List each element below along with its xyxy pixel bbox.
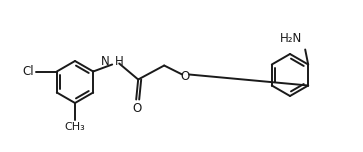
Text: N: N	[101, 55, 109, 68]
Text: CH₃: CH₃	[65, 122, 85, 132]
Text: O: O	[132, 102, 142, 116]
Text: Cl: Cl	[22, 65, 34, 78]
Text: H₂N: H₂N	[280, 33, 302, 45]
Text: H: H	[115, 55, 124, 68]
Text: O: O	[180, 70, 190, 83]
